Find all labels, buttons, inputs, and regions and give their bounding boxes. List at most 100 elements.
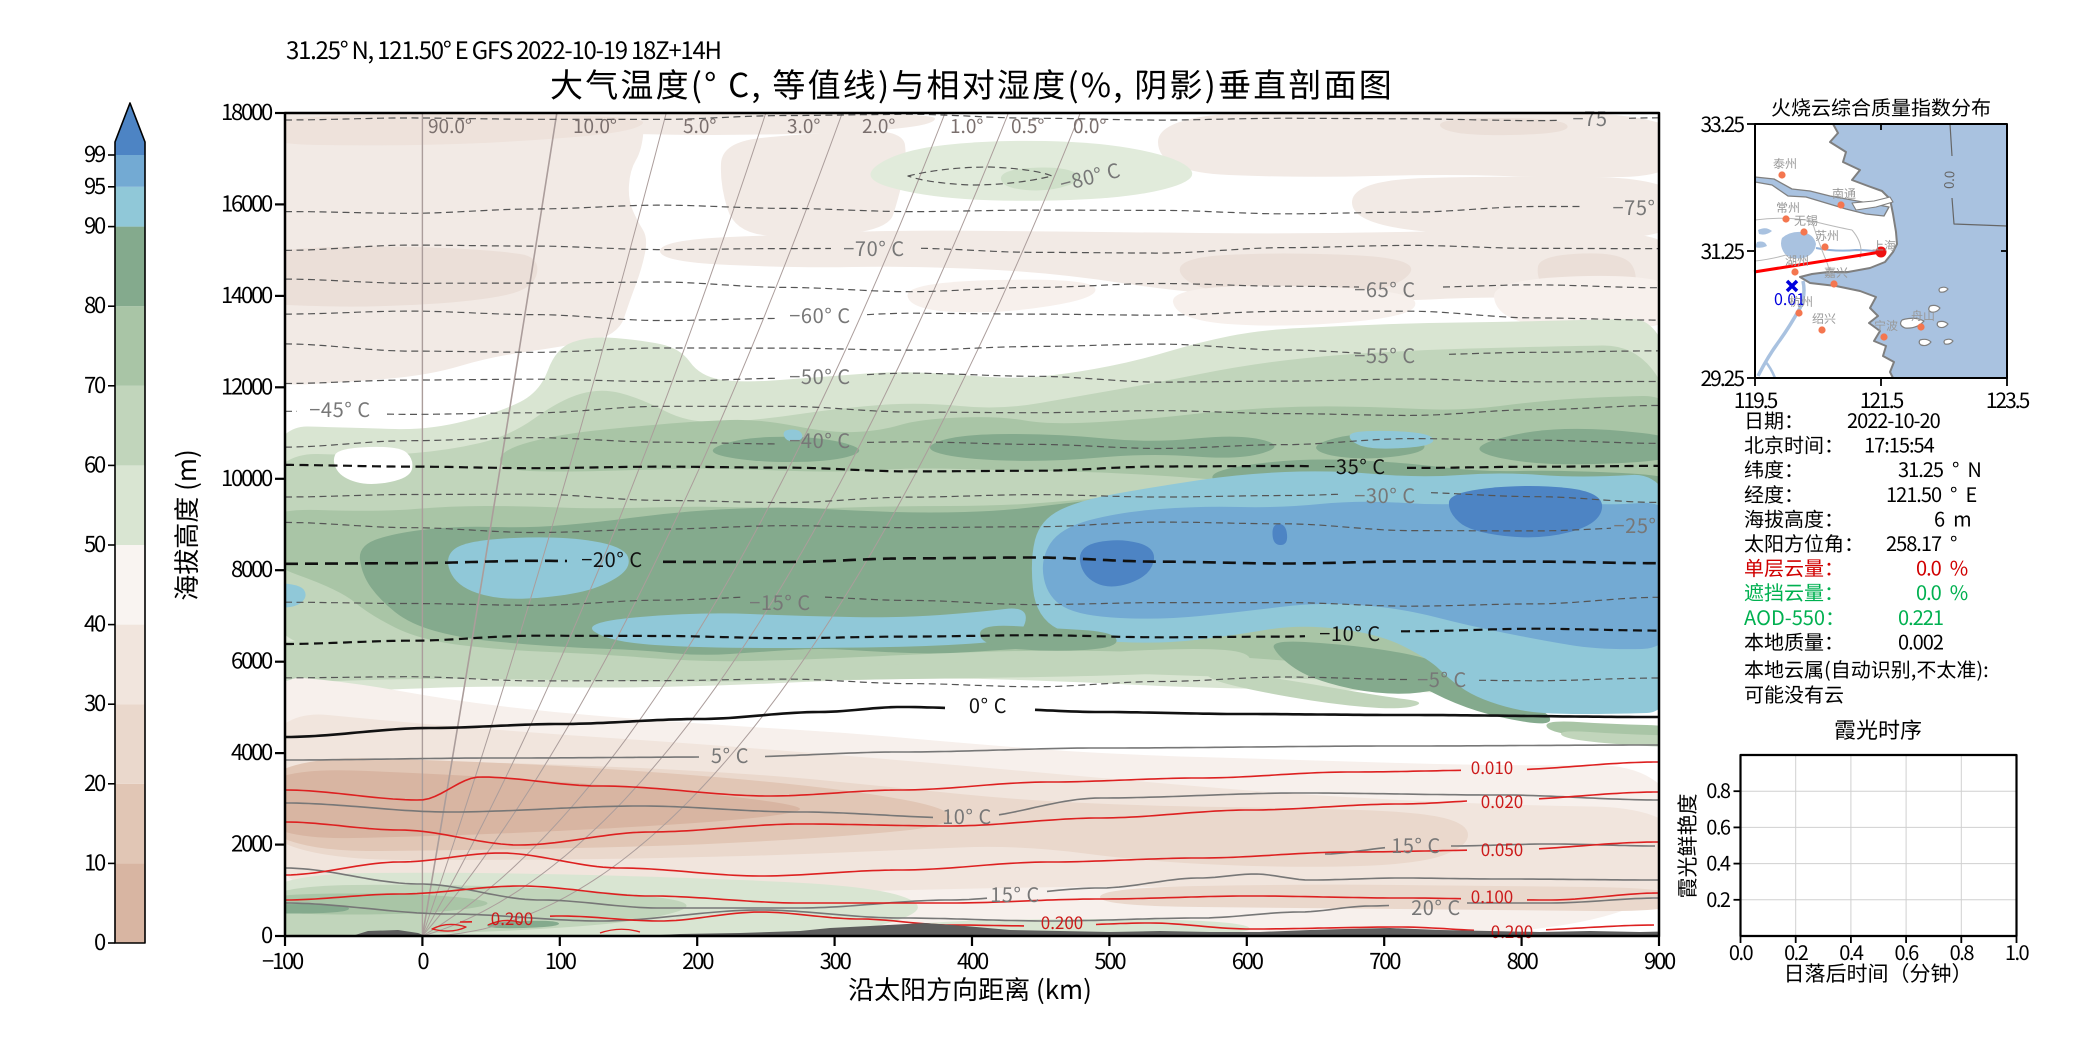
svg-text:90: 90 [84, 209, 106, 241]
svg-text:−25°: −25° [1613, 510, 1656, 539]
svg-text:5.0°: 5.0° [683, 112, 716, 139]
svg-text:99: 99 [84, 137, 106, 169]
svg-text:−65° C: −65° C [1354, 274, 1416, 303]
svg-text:50: 50 [84, 527, 106, 559]
svg-text:300: 300 [820, 944, 852, 976]
svg-text:大气温度(° C, 等值线)与相对湿度(%, 阴影)垂直剖面: 大气温度(° C, 等值线)与相对湿度(%, 阴影)垂直剖面图 [550, 59, 1394, 107]
svg-text:宁波: 宁波 [1874, 317, 1898, 334]
svg-text:0.0°: 0.0° [1073, 112, 1106, 139]
svg-text:0.010: 0.010 [1471, 754, 1513, 779]
svg-text:霞光时序: 霞光时序 [1834, 713, 1922, 745]
svg-text:0.0: 0.0 [1939, 170, 1959, 189]
svg-text:−20° C: −20° C [581, 544, 643, 573]
svg-text:上海: 上海 [1872, 237, 1896, 254]
svg-text:纬度：: 纬度： [1744, 454, 1804, 483]
svg-text:0.8: 0.8 [1950, 937, 1975, 966]
svg-text:6000: 6000 [231, 644, 273, 676]
svg-text:31.25° N, 121.50° E GFS 2022-1: 31.25° N, 121.50° E GFS 2022-10-19 18Z+1… [286, 31, 721, 66]
svg-text:海拔高度：: 海拔高度： [1744, 503, 1844, 532]
svg-text:700: 700 [1369, 944, 1401, 976]
svg-text:AOD-550：: AOD-550： [1744, 602, 1845, 631]
svg-text:霞光鲜艳度: 霞光鲜艳度 [1672, 794, 1702, 899]
svg-text:0.100: 0.100 [1471, 883, 1513, 908]
svg-text:−35° C: −35° C [1324, 451, 1386, 480]
svg-text:经度：: 经度： [1744, 479, 1804, 508]
svg-text:0.0 %: 0.0 % [1916, 577, 1968, 606]
svg-text:嘉兴: 嘉兴 [1824, 264, 1848, 281]
svg-text:100: 100 [545, 944, 577, 976]
svg-text:0: 0 [417, 944, 429, 976]
svg-text:−60° C: −60° C [789, 300, 851, 329]
svg-text:30: 30 [84, 686, 106, 718]
svg-text:0.5°: 0.5° [1011, 112, 1044, 139]
svg-text:0.221: 0.221 [1898, 602, 1943, 631]
svg-text:0.200: 0.200 [1491, 918, 1533, 943]
svg-text:−15° C: −15° C [749, 587, 811, 616]
svg-text:0.4: 0.4 [1839, 937, 1864, 966]
svg-text:31.25: 31.25 [1701, 236, 1745, 266]
svg-text:海拔高度 (m): 海拔高度 (m) [167, 449, 204, 600]
svg-text:2000: 2000 [231, 827, 273, 859]
svg-text:−70° C: −70° C [843, 233, 905, 262]
svg-text:400: 400 [957, 944, 989, 976]
svg-text:本地云属(自动识别,不太准):: 本地云属(自动识别,不太准): [1744, 654, 1989, 683]
svg-text:1.0: 1.0 [2005, 937, 2030, 966]
svg-text:8000: 8000 [231, 552, 273, 584]
svg-text:日期：: 日期： [1744, 405, 1804, 434]
svg-text:119.5: 119.5 [1734, 385, 1778, 415]
svg-text:遮挡云量：: 遮挡云量： [1744, 577, 1844, 606]
svg-text:0.050: 0.050 [1481, 836, 1523, 861]
svg-text:15° C: 15° C [990, 879, 1040, 908]
svg-text:−100: −100 [262, 944, 304, 976]
svg-text:0.0: 0.0 [1729, 937, 1754, 966]
svg-text:0.6: 0.6 [1894, 937, 1919, 966]
svg-text:10.0°: 10.0° [573, 112, 617, 139]
svg-text:800: 800 [1507, 944, 1539, 976]
svg-text:80: 80 [84, 288, 106, 320]
svg-text:0.01: 0.01 [1774, 286, 1805, 310]
svg-text:杭州: 杭州 [1789, 293, 1813, 310]
svg-text:单层云量：: 单层云量： [1744, 553, 1844, 582]
svg-text:舟山: 舟山 [1911, 307, 1935, 324]
svg-text:258.17 °: 258.17 ° [1886, 528, 1957, 557]
svg-text:0.4: 0.4 [1706, 848, 1731, 877]
svg-text:绍兴: 绍兴 [1812, 310, 1836, 327]
svg-text:600: 600 [1232, 944, 1264, 976]
svg-text:无锡: 无锡 [1794, 212, 1818, 229]
svg-text:70: 70 [84, 368, 106, 400]
svg-text:−40° C: −40° C [789, 425, 851, 454]
svg-text:0.200: 0.200 [491, 905, 533, 930]
svg-text:0.020: 0.020 [1481, 788, 1523, 813]
svg-text:北京时间：: 北京时间： [1744, 430, 1844, 459]
svg-text:−5° C: −5° C [1417, 664, 1467, 693]
svg-text:南通: 南通 [1832, 185, 1856, 202]
svg-text:121.5: 121.5 [1860, 385, 1904, 415]
svg-text:40: 40 [84, 607, 106, 639]
svg-text:−75°: −75° [1612, 192, 1655, 221]
svg-text:0.002: 0.002 [1898, 626, 1944, 655]
svg-text:33.25: 33.25 [1701, 109, 1745, 139]
svg-text:−50° C: −50° C [789, 361, 851, 390]
svg-text:10° C: 10° C [942, 801, 992, 830]
svg-text:−10° C: −10° C [1319, 618, 1381, 647]
svg-text:太阳方位角：: 太阳方位角： [1744, 528, 1864, 557]
svg-text:18000: 18000 [221, 95, 273, 127]
svg-text:16000: 16000 [221, 186, 273, 218]
svg-text:14000: 14000 [221, 278, 273, 310]
svg-text:0.200: 0.200 [1041, 909, 1083, 934]
svg-text:0° C: 0° C [969, 690, 1007, 719]
svg-text:4000: 4000 [231, 735, 273, 767]
svg-text:121.50 ° E: 121.50 ° E [1886, 479, 1976, 508]
svg-text:0.2: 0.2 [1784, 937, 1809, 966]
svg-text:3.0°: 3.0° [787, 112, 820, 139]
svg-text:31.25 ° N: 31.25 ° N [1898, 454, 1981, 483]
svg-text:123.5: 123.5 [1986, 385, 2030, 415]
svg-text:0: 0 [94, 925, 106, 957]
svg-text:29.25: 29.25 [1701, 363, 1745, 393]
svg-text:泰州: 泰州 [1773, 155, 1797, 172]
svg-text:2022-10-20: 2022-10-20 [1847, 405, 1941, 434]
svg-text:0.6: 0.6 [1706, 811, 1731, 840]
svg-text:200: 200 [682, 944, 714, 976]
svg-text:20° C: 20° C [1411, 892, 1461, 921]
svg-text:20: 20 [84, 766, 106, 798]
